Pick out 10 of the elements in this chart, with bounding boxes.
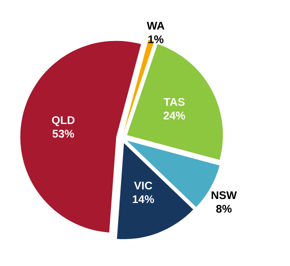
data-label: 14%	[132, 195, 154, 204]
data-label: 24%	[164, 112, 186, 120]
data-label: 53%	[52, 130, 74, 138]
slice-label: VIC	[134, 182, 152, 190]
data-label: 1%	[148, 35, 164, 44]
slice-label: TAS	[164, 98, 185, 106]
slice-label: QLD	[52, 116, 75, 126]
data-label: 8%	[216, 204, 232, 213]
slice-label: NSW	[212, 191, 237, 200]
slice-label: WA	[146, 22, 164, 30]
